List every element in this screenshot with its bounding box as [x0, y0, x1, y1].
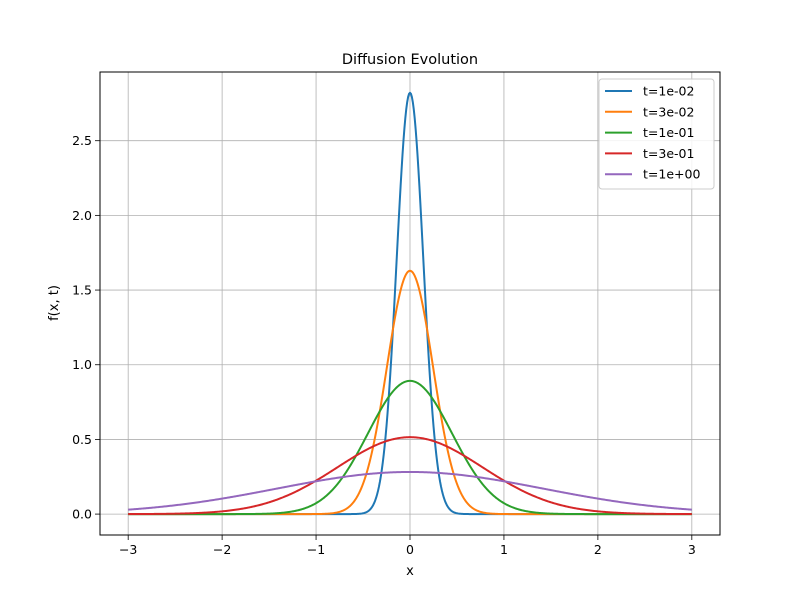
x-tick-label: 0 [406, 542, 414, 557]
x-tick-label: −1 [307, 542, 325, 557]
x-ticks: −3 −2 −1 0 1 2 3 [119, 535, 696, 557]
x-axis-label: x [406, 564, 414, 579]
y-tick-label: 1.0 [72, 357, 92, 372]
x-tick-label: 1 [500, 542, 508, 557]
y-tick-label: 0.0 [72, 507, 92, 522]
legend-label: t=1e+00 [643, 167, 700, 182]
x-tick-label: −2 [213, 542, 231, 557]
y-tick-label: 0.5 [72, 432, 92, 447]
y-axis-label: f(x, t) [47, 285, 62, 321]
legend-label: t=1e-02 [643, 84, 694, 99]
series-line [128, 436, 692, 516]
x-tick-label: 3 [688, 542, 696, 557]
x-tick-label: 2 [594, 542, 602, 557]
legend-label: t=3e-02 [643, 104, 694, 119]
y-tick-label: 1.5 [72, 283, 92, 298]
x-tick-label: −3 [119, 542, 137, 557]
y-tick-label: 2.0 [72, 208, 92, 223]
y-ticks: 0.0 0.5 1.0 1.5 2.0 2.5 [72, 133, 100, 522]
series-layer [128, 91, 692, 516]
legend: t=1e-02 t=3e-02 t=1e-01 t=3e-01 t=1e+00 [598, 78, 715, 190]
series-line [128, 379, 692, 516]
series-line [128, 470, 692, 511]
chart-title: Diffusion Evolution [342, 52, 478, 68]
y-tick-label: 2.5 [72, 133, 92, 148]
legend-label: t=1e-01 [643, 125, 694, 140]
legend-box [598, 78, 715, 190]
legend-label: t=3e-01 [643, 146, 694, 161]
